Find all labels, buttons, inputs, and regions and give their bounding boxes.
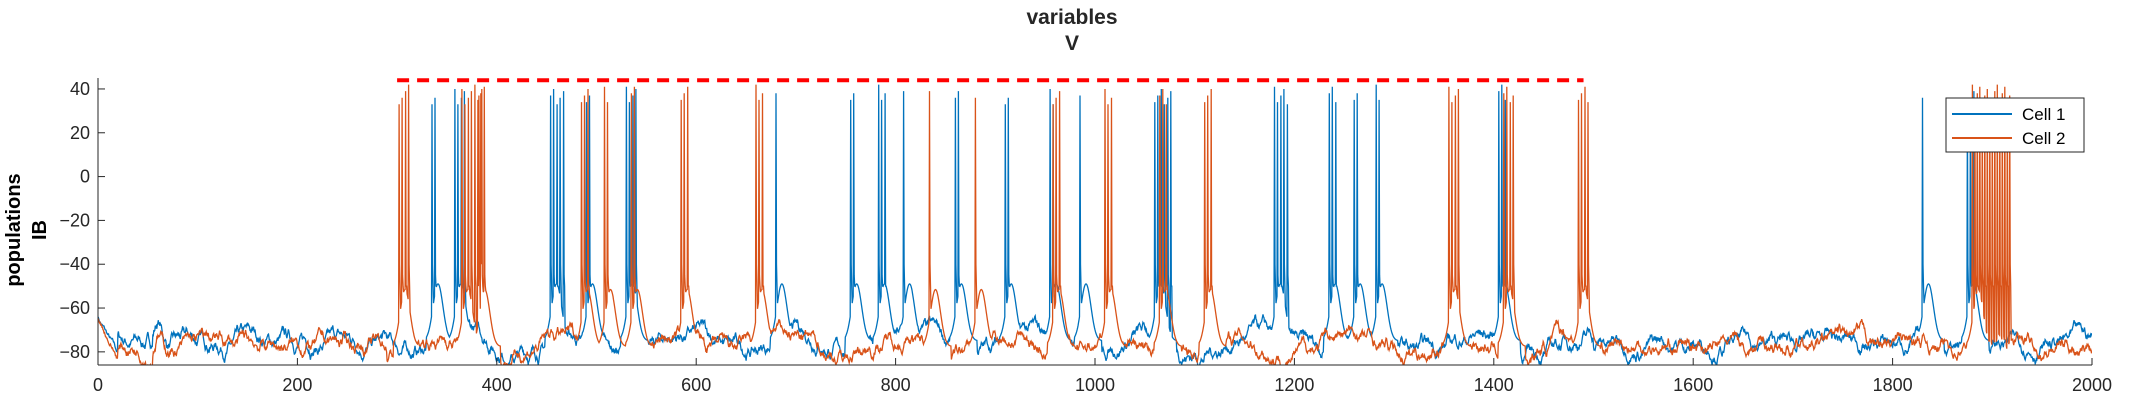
chart-title-line-2: V — [1065, 32, 1079, 55]
legend[interactable]: Cell 1 Cell 2 — [1945, 97, 2085, 153]
y-axis-label-line-1: populations — [3, 173, 25, 286]
legend-label-cell-2: Cell 2 — [2022, 129, 2065, 148]
y-axis-label-line-2: IB — [29, 220, 51, 240]
x-tick-label: 400 — [482, 375, 512, 395]
y-tick-label: −40 — [59, 254, 90, 274]
y-tick-label: −80 — [59, 342, 90, 362]
series-line-cell-2 — [98, 84, 2092, 365]
x-tick-label: 600 — [681, 375, 711, 395]
y-tick-label: 20 — [70, 123, 90, 143]
series-line-cell-1 — [98, 84, 2092, 365]
x-tick-label: 200 — [282, 375, 312, 395]
y-tick-label: 40 — [70, 79, 90, 99]
x-tick-label: 1400 — [1474, 375, 1514, 395]
x-tick-label: 1800 — [1873, 375, 1913, 395]
x-tick-label: 1200 — [1274, 375, 1314, 395]
axes: 0 200 400 600 800 1000 1200 1400 1600 1800 2000−80… — [59, 78, 2112, 395]
x-tick-label: 2000 — [2072, 375, 2112, 395]
y-tick-label: −60 — [59, 298, 90, 318]
legend-box — [1945, 97, 2085, 153]
x-tick-label: 0 — [93, 375, 103, 395]
legend-label-cell-1: Cell 1 — [2022, 105, 2065, 124]
y-tick-label: 0 — [80, 167, 90, 187]
plot-area — [98, 84, 2092, 365]
y-tick-label: −20 — [59, 210, 90, 230]
x-tick-label: 1000 — [1075, 375, 1115, 395]
x-tick-label: 1600 — [1673, 375, 1713, 395]
x-tick-label: 800 — [881, 375, 911, 395]
chart-title-line-1: variables — [1026, 6, 1117, 29]
